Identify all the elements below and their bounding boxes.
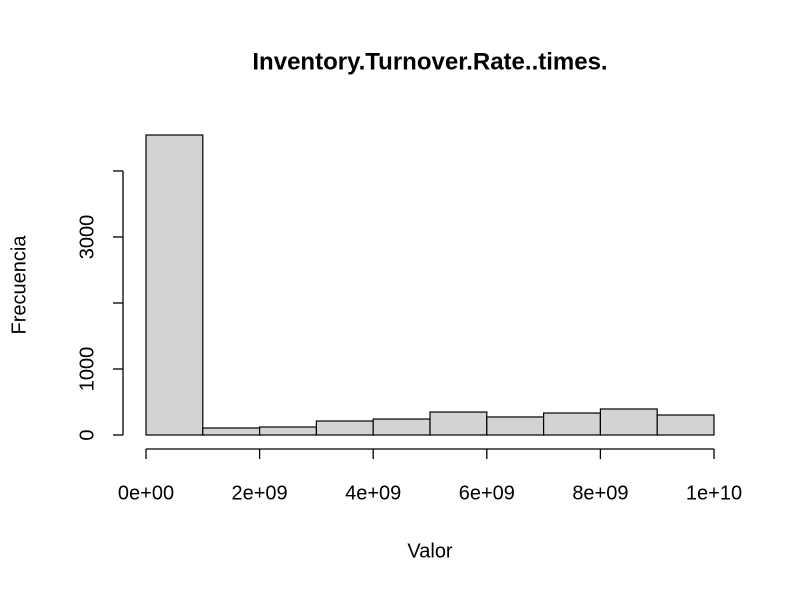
- bar: [259, 426, 318, 436]
- bar: [372, 418, 431, 436]
- bar: [202, 427, 261, 436]
- x-tick-label: 4e+09: [345, 482, 401, 504]
- x-tick-label: 0e+00: [118, 482, 174, 504]
- x-tick-label: 2e+09: [232, 482, 288, 504]
- bar: [315, 420, 374, 436]
- bar: [486, 416, 545, 436]
- bar: [656, 414, 715, 436]
- y-tick-label: 1000: [76, 347, 98, 392]
- x-tick-label: 6e+09: [459, 482, 515, 504]
- y-tick-label: 0: [76, 429, 98, 440]
- x-tick-label: 8e+09: [572, 482, 628, 504]
- bar: [599, 408, 658, 436]
- y-tick-label: 3000: [76, 215, 98, 260]
- y-axis-label: Frecuencia: [8, 235, 30, 335]
- x-axis-label: Valor: [407, 540, 453, 562]
- bar: [542, 412, 601, 436]
- x-tick-label: 1e+10: [686, 482, 742, 504]
- chart-title: Inventory.Turnover.Rate..times.: [252, 48, 607, 75]
- bar: [429, 411, 488, 436]
- bar: [145, 134, 204, 436]
